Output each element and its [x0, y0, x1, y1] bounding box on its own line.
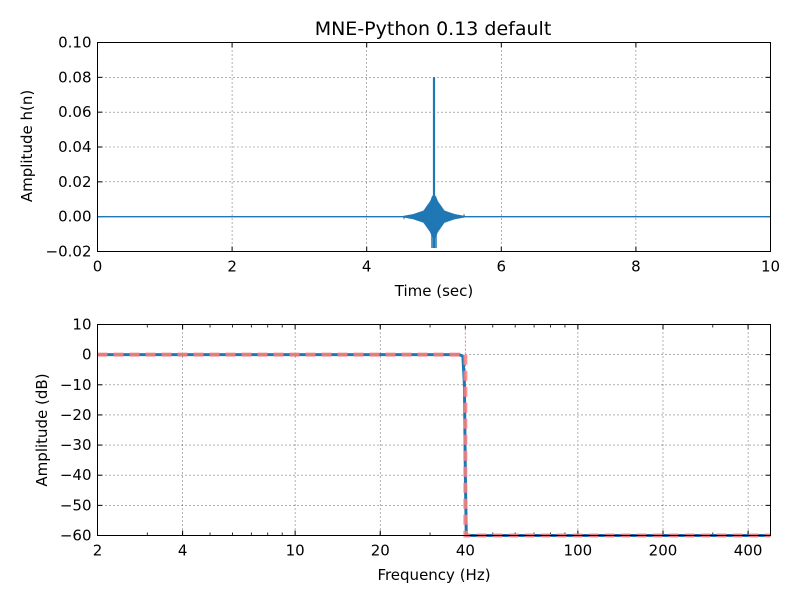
- y-tick-label: −40: [60, 466, 92, 484]
- x-tick-label: 6: [497, 258, 507, 276]
- y-tick-label: 10: [72, 316, 91, 334]
- x-tick-label: 8: [631, 258, 641, 276]
- x-tick-label: 0: [93, 258, 103, 276]
- y-tick-label: −20: [60, 406, 92, 424]
- x-tick-label: 10: [286, 542, 305, 560]
- y-tick-label: −60: [60, 527, 92, 545]
- x-tick-label: 4: [362, 258, 372, 276]
- y-tick-label: 0: [82, 346, 92, 364]
- y-tick-label: −10: [60, 376, 92, 394]
- plot-frame: [97, 42, 771, 252]
- x-tick-label: 2: [93, 542, 103, 560]
- y-tick-label: 0.00: [58, 208, 91, 226]
- x-tick-label: 20: [371, 542, 390, 560]
- plot-frame: [97, 324, 771, 536]
- y-tick-label: 0.08: [58, 68, 91, 86]
- x-tick-label: 100: [564, 542, 593, 560]
- y-tick-label: −0.02: [46, 243, 92, 261]
- y-axis-label: Amplitude (dB): [33, 373, 51, 486]
- y-tick-label: −50: [60, 496, 92, 514]
- y-tick-label: 0.04: [58, 138, 91, 156]
- y-tick-label: −30: [60, 436, 92, 454]
- x-tick-label: 400: [734, 542, 763, 560]
- x-tick-label: 200: [649, 542, 678, 560]
- chart-title: MNE-Python 0.13 default: [315, 18, 552, 40]
- x-tick-label: 40: [456, 542, 475, 560]
- x-axis-label: Frequency (Hz): [377, 566, 490, 584]
- y-tick-label: 0.06: [58, 103, 91, 121]
- impulse-response-plot: MNE-Python 0.13 default Time (sec) Ampli…: [18, 18, 780, 300]
- x-tick-label: 2: [227, 258, 237, 276]
- frequency-response-plot: Frequency (Hz) Amplitude (dB) 2 4 10 20 40 10…: [33, 316, 771, 584]
- y-tick-label: 0.10: [58, 34, 91, 52]
- x-tick-label: 10: [761, 258, 780, 276]
- x-tick-label: 4: [178, 542, 188, 560]
- tick-labels: 2 4 10 20 40 100 200 400 −60 −50 −40 −30 −20 −10 0 10: [60, 316, 763, 560]
- tick-labels: 0 2 4 6 8 10 −0.02 0.00 0.02 0.04 0.06 0.08 0.10: [46, 34, 781, 276]
- ideal-response-line: [97, 352, 771, 538]
- series-lines: [97, 77, 771, 249]
- x-axis-label: Time (sec): [394, 282, 473, 300]
- series-lines: [97, 324, 771, 538]
- y-tick-label: 0.02: [58, 173, 91, 191]
- y-axis-label: Amplitude h(n): [18, 90, 36, 202]
